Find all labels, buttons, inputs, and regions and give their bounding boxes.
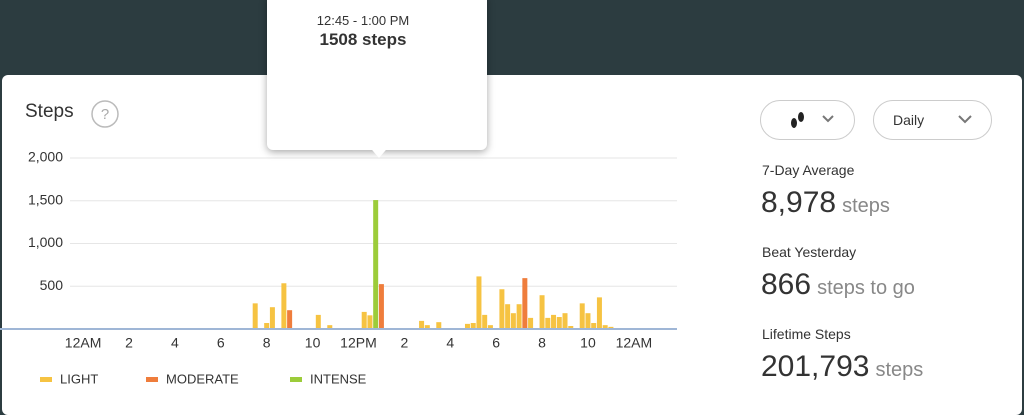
bar bbox=[424, 325, 430, 329]
bar bbox=[562, 313, 568, 329]
bar bbox=[367, 315, 373, 329]
bar bbox=[551, 314, 557, 329]
x-tick-label: 10 bbox=[305, 335, 321, 351]
dropdown-icons bbox=[791, 112, 834, 128]
y-tick-label: 1,500 bbox=[28, 191, 63, 207]
x-tick-label: 12AM bbox=[65, 335, 102, 351]
tooltip-arrow bbox=[367, 144, 391, 158]
legend-swatch bbox=[146, 377, 158, 382]
x-tick-label: 2 bbox=[125, 335, 133, 351]
chevron bbox=[822, 115, 834, 123]
bar bbox=[373, 200, 379, 329]
stat-label: Lifetime Steps bbox=[762, 326, 851, 342]
bar bbox=[528, 317, 534, 329]
stat-number: 866 bbox=[761, 268, 812, 301]
x-tick-label: 6 bbox=[492, 335, 500, 351]
bar bbox=[608, 326, 614, 329]
bar bbox=[499, 289, 505, 329]
bar bbox=[505, 304, 511, 329]
stat-unit: steps bbox=[842, 195, 890, 217]
bar bbox=[470, 323, 476, 329]
y-tick-label: 500 bbox=[40, 277, 64, 293]
tooltip-value: 1508 steps bbox=[319, 30, 407, 49]
footprint bbox=[798, 112, 804, 122]
x-tick-label: 2 bbox=[400, 335, 408, 351]
bar bbox=[585, 313, 591, 329]
stat-value: 866 steps to go bbox=[761, 268, 915, 302]
x-tick-label: 10 bbox=[580, 335, 596, 351]
bar bbox=[252, 303, 258, 329]
y-tick-label: 2,000 bbox=[28, 149, 63, 165]
x-tick-label: 8 bbox=[538, 335, 546, 351]
bar bbox=[591, 323, 597, 329]
bar bbox=[539, 295, 545, 329]
bar bbox=[281, 283, 287, 329]
legend-label: LIGHT bbox=[60, 371, 98, 386]
card-title: Steps bbox=[25, 101, 74, 122]
bar bbox=[602, 325, 608, 329]
bar bbox=[522, 278, 528, 329]
bar bbox=[264, 323, 270, 329]
bar bbox=[464, 323, 470, 329]
footprint bbox=[791, 118, 797, 128]
x-tick-label: 12PM bbox=[340, 335, 377, 351]
bar bbox=[327, 325, 333, 329]
x-tick-label: 6 bbox=[217, 335, 225, 351]
stat-number: 201,793 bbox=[761, 350, 870, 383]
legend-label: MODERATE bbox=[166, 371, 239, 386]
bar bbox=[419, 320, 425, 329]
legend-swatch bbox=[290, 377, 302, 382]
bar bbox=[516, 304, 522, 329]
bar bbox=[545, 317, 551, 329]
bar bbox=[315, 314, 321, 329]
bar bbox=[510, 313, 516, 329]
help-icon[interactable] bbox=[91, 100, 119, 128]
chevron bbox=[958, 115, 972, 124]
stat-label: Beat Yesterday bbox=[762, 244, 857, 260]
period-dropdown[interactable]: Daily bbox=[873, 100, 992, 140]
bar bbox=[482, 314, 488, 329]
chart: Steps ? 500 1,000 1,500 2,000 12AM 2 4 6 8 10 12PM… bbox=[0, 100, 677, 386]
bar bbox=[378, 284, 384, 329]
stat-value: 201,793 steps bbox=[761, 350, 923, 384]
tooltip: 12:45 - 1:00 PM 1508 steps bbox=[267, 0, 487, 158]
stat-unit: steps to go bbox=[817, 277, 915, 299]
x-tick-label: 12AM bbox=[616, 335, 653, 351]
icon-dropdown[interactable] bbox=[760, 100, 855, 140]
bar bbox=[596, 297, 602, 329]
bar bbox=[287, 310, 293, 329]
x-tick-label: 8 bbox=[263, 335, 271, 351]
x-tick-label: 4 bbox=[171, 335, 179, 351]
help-text[interactable]: ? bbox=[101, 106, 109, 123]
y-tick-label: 1,000 bbox=[28, 234, 63, 250]
bar bbox=[269, 307, 275, 329]
x-tick-label: 4 bbox=[446, 335, 454, 351]
legend-swatch bbox=[40, 377, 52, 382]
bar bbox=[476, 276, 482, 329]
period-text: Daily bbox=[893, 112, 925, 128]
stat-label: 7-Day Average bbox=[762, 162, 855, 178]
bar bbox=[487, 325, 493, 329]
stat-number: 8,978 bbox=[761, 186, 837, 219]
bar bbox=[361, 311, 367, 329]
dropdown-chevron bbox=[958, 115, 972, 124]
bar bbox=[579, 303, 585, 329]
bar bbox=[568, 326, 574, 329]
legend-label: INTENSE bbox=[310, 371, 367, 386]
bar bbox=[436, 322, 442, 329]
bar bbox=[556, 317, 562, 329]
tooltip-time: 12:45 - 1:00 PM bbox=[316, 13, 410, 28]
stat-unit: steps bbox=[875, 359, 924, 381]
stat-value: 8,978 steps bbox=[761, 186, 890, 220]
